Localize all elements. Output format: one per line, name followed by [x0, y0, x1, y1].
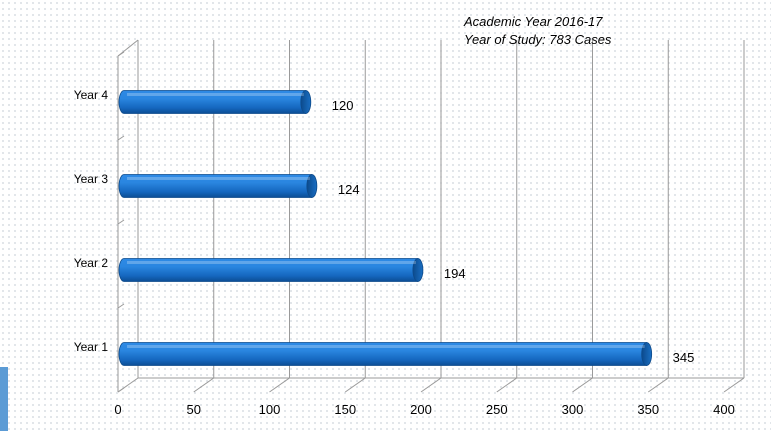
bar-end-cap [412, 258, 424, 282]
chart-title-line-2: Year of Study: 783 Cases [464, 32, 612, 47]
bar-end-cap [300, 90, 312, 114]
category-separator [117, 135, 125, 141]
gridline-floor [647, 377, 669, 393]
x-tick-label: 250 [486, 402, 508, 417]
data-label: 194 [444, 266, 466, 281]
category-label: Year 1 [74, 340, 109, 354]
gridline-floor [193, 377, 215, 393]
x-tick-label: 50 [187, 402, 201, 417]
gridline-floor [572, 377, 593, 393]
x-tick-label: 0 [114, 402, 121, 417]
category-label: Year 3 [74, 172, 109, 186]
category-separator [117, 219, 125, 225]
bar-body [118, 258, 419, 282]
slide-accent-tab [0, 367, 8, 431]
data-label: 120 [332, 98, 354, 113]
bars-layer [118, 90, 653, 366]
chart-title-line-1: Academic Year 2016-17 [463, 14, 603, 29]
x-tick-label: 150 [334, 402, 356, 417]
data-label: 124 [338, 182, 360, 197]
bar-body [118, 342, 648, 366]
category-label: Year 2 [74, 256, 109, 270]
bar-body [118, 174, 313, 198]
bar-end-cap [641, 342, 653, 366]
category-separator [117, 387, 125, 393]
bar-end-cap [306, 174, 318, 198]
gridline-floor [420, 377, 442, 393]
gridline-floor [496, 377, 518, 393]
x-tick-label: 350 [637, 402, 659, 417]
category-separator [117, 51, 125, 57]
gridline-floor [269, 377, 290, 393]
labels-layer: 0 50 100 150 200 250 300 350 400 Year 1 345 Year 2 1… [74, 88, 735, 417]
bar-body [118, 90, 307, 114]
data-label: 345 [673, 350, 695, 365]
category-label: Year 4 [74, 88, 109, 102]
bar-year-1 [118, 342, 653, 366]
gridline-floor [344, 377, 366, 393]
x-tick-label: 100 [259, 402, 281, 417]
bar-year-3 [118, 174, 318, 198]
bar-year-2 [118, 258, 424, 282]
bar-year-4 [118, 90, 312, 114]
x-tick-label: 400 [713, 402, 735, 417]
gridline-floor [723, 377, 745, 393]
x-tick-label: 200 [410, 402, 432, 417]
category-separator [117, 303, 125, 309]
x-tick-label: 300 [562, 402, 584, 417]
